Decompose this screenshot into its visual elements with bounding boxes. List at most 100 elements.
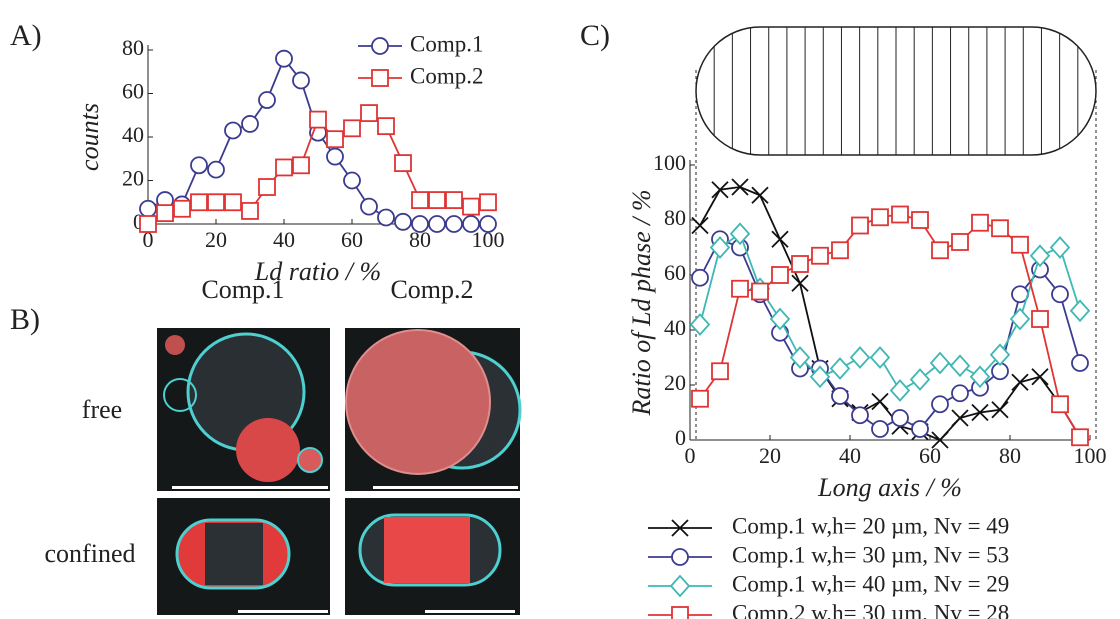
marker (1051, 238, 1069, 258)
marker (852, 218, 868, 234)
column-label: Comp.2 (390, 275, 473, 304)
marker (972, 215, 988, 231)
x-axis-label: Long axis / % (817, 473, 962, 502)
marker (327, 149, 343, 165)
marker (378, 118, 394, 134)
marker (446, 192, 462, 208)
marker (395, 214, 411, 230)
y-tick-label: 80 (664, 205, 686, 230)
x-tick-label: 100 (1074, 443, 1107, 468)
y-tick-label: 100 (653, 150, 686, 175)
marker (378, 209, 394, 225)
marker (952, 410, 968, 426)
marker (276, 51, 292, 67)
marker (872, 421, 888, 437)
marker (327, 131, 343, 147)
marker (1052, 396, 1068, 412)
panel-label: A) (10, 19, 42, 52)
y-tick-label: 20 (122, 166, 144, 191)
marker (911, 370, 929, 390)
marker (242, 116, 258, 132)
marker (293, 72, 309, 88)
marker (771, 309, 789, 329)
legend-marker (672, 607, 688, 619)
marker (832, 242, 848, 258)
marker (480, 216, 496, 232)
marker (463, 199, 479, 215)
marker (225, 122, 241, 138)
marker (429, 192, 445, 208)
marker (792, 275, 808, 291)
marker (912, 212, 928, 228)
marker (872, 209, 888, 225)
vesicle (346, 330, 490, 474)
marker (952, 385, 968, 401)
marker (752, 187, 768, 203)
marker (1011, 309, 1029, 329)
marker (832, 388, 848, 404)
marker (872, 394, 888, 410)
marker (932, 242, 948, 258)
marker (344, 173, 360, 189)
panel-label: B) (10, 303, 40, 336)
row-label: confined (45, 539, 136, 568)
marker (446, 216, 462, 232)
marker (892, 207, 908, 223)
marker (344, 120, 360, 136)
marker (276, 159, 292, 175)
marker (1032, 311, 1048, 327)
vesicle (298, 448, 322, 472)
vesicle (236, 418, 300, 482)
marker (174, 201, 190, 217)
y-tick-label: 20 (664, 370, 686, 395)
marker (772, 267, 788, 283)
marker (191, 194, 207, 210)
marker (692, 270, 708, 286)
marker (831, 359, 849, 379)
marker (1071, 301, 1089, 321)
y-axis-label: counts (75, 103, 104, 171)
y-tick-label: 40 (664, 315, 686, 340)
scale-bar (373, 486, 518, 489)
figure: A) B) C) Comp.1 Comp.2 free confined 020… (0, 0, 1120, 619)
panel-label: C) (580, 19, 610, 52)
y-tick-label: 60 (122, 79, 144, 104)
marker (140, 216, 156, 232)
marker (731, 224, 749, 244)
marker (1072, 355, 1088, 371)
marker (191, 157, 207, 173)
marker (395, 155, 411, 171)
marker (732, 281, 748, 297)
micrographs: Comp.1 Comp.2 free confined (45, 275, 520, 615)
legend-marker (672, 549, 688, 565)
marker (992, 220, 1008, 236)
marker (259, 92, 275, 108)
legend-marker (671, 576, 689, 596)
legend-label: Comp.1 w,h= 30 µm, Nv = 53 (732, 542, 1009, 567)
marker (225, 194, 241, 210)
marker (293, 157, 309, 173)
x-axis-label: Ld ratio / % (254, 257, 381, 286)
y-axis-label: Ratio of Ld phase / % (627, 189, 656, 416)
marker (1031, 246, 1049, 266)
marker (463, 216, 479, 232)
marker (952, 234, 968, 250)
x-tick-label: 40 (273, 227, 295, 252)
legend-label: Comp.1 w,h= 20 µm, Nv = 49 (732, 513, 1009, 538)
marker (712, 363, 728, 379)
marker (931, 353, 949, 373)
marker (259, 179, 275, 195)
series-line (700, 239, 1080, 429)
marker (691, 315, 709, 335)
marker (361, 105, 377, 121)
marker (892, 410, 908, 426)
marker (157, 205, 173, 221)
y-tick-label: 60 (664, 260, 686, 285)
legend-label: Comp.2 (410, 63, 483, 88)
capsule-segment (384, 517, 470, 583)
marker (429, 216, 445, 232)
marker (140, 201, 156, 217)
legend-label: Comp.1 w,h= 40 µm, Nv = 29 (732, 571, 1009, 596)
legend-marker (372, 38, 388, 54)
marker (891, 381, 909, 401)
